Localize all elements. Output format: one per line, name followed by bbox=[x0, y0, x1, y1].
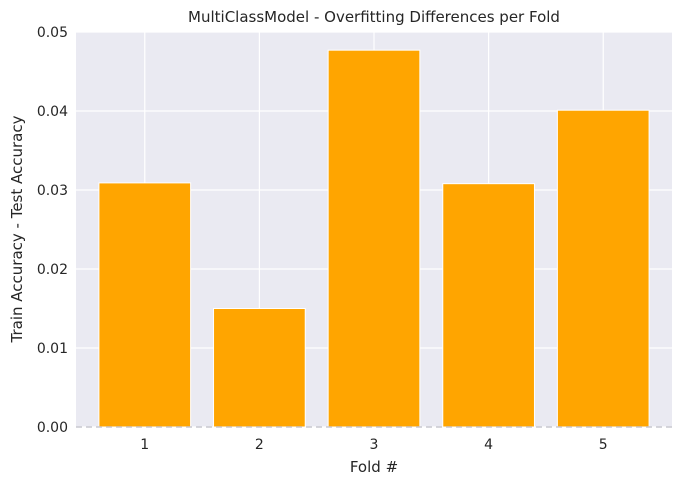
x-tick-label: 2 bbox=[255, 437, 264, 453]
x-tick-label: 5 bbox=[599, 437, 608, 453]
chart-title: MultiClassModel - Overfitting Difference… bbox=[188, 8, 560, 26]
x-tick-labels: 1 2 3 4 5 bbox=[140, 437, 607, 453]
y-tick-label: 0.01 bbox=[37, 341, 68, 357]
y-tick-label: 0.02 bbox=[37, 262, 68, 278]
x-tick-label: 3 bbox=[370, 437, 379, 453]
y-tick-label: 0.05 bbox=[37, 25, 68, 41]
x-tick-label: 4 bbox=[484, 437, 493, 453]
y-tick-label: 0.04 bbox=[37, 104, 68, 120]
x-axis-label: Fold # bbox=[350, 458, 398, 476]
y-axis-label: Train Accuracy - Test Accuracy bbox=[8, 115, 26, 343]
bars bbox=[98, 49, 650, 428]
bar-fold-2 bbox=[213, 308, 306, 428]
x-tick-label: 1 bbox=[140, 437, 149, 453]
y-tick-labels: 0.00 0.01 0.02 0.03 0.04 0.05 bbox=[37, 25, 68, 436]
bar-fold-1 bbox=[98, 182, 192, 428]
bar-fold-5 bbox=[556, 109, 650, 428]
y-tick-label: 0.00 bbox=[37, 420, 68, 436]
y-tick-label: 0.03 bbox=[37, 183, 68, 199]
bar-fold-4 bbox=[442, 183, 535, 428]
bar-fold-3 bbox=[327, 49, 421, 428]
